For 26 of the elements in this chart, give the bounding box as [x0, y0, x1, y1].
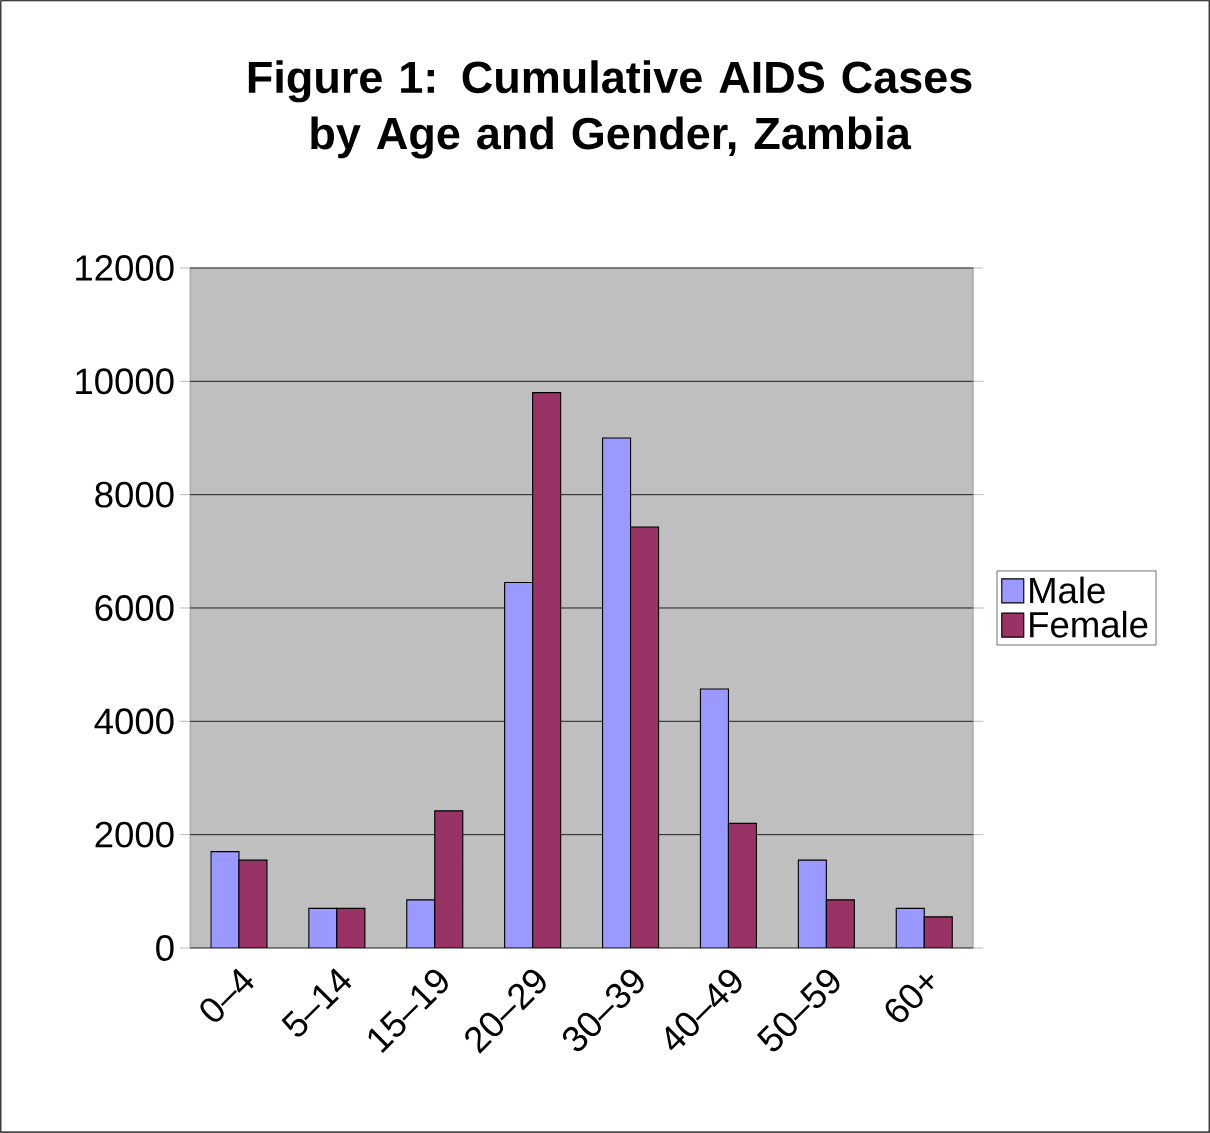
bar — [532, 392, 562, 948]
bar — [630, 526, 660, 948]
bar — [210, 851, 240, 948]
y-tick-label: 8000 — [95, 481, 174, 508]
legend-label: Male — [1030, 576, 1105, 604]
y-tick-label: 4000 — [94, 708, 174, 735]
y-tick-label: 10000 — [76, 368, 174, 395]
bar — [825, 899, 855, 948]
bar — [434, 810, 464, 948]
legend-label: Female — [1030, 610, 1148, 638]
chart-title: Figure 1: Cumulative AIDS Cases by Age and Gender, Zambia — [248, 60, 972, 159]
y-tick-label: 0 — [156, 935, 174, 961]
bar — [699, 688, 730, 948]
x-tick-label: 60+ — [885, 974, 934, 1023]
y-tick-label: 12000 — [76, 255, 174, 281]
bar — [504, 581, 534, 948]
bar — [895, 907, 925, 948]
y-tick-label: 2000 — [95, 821, 174, 848]
bar — [406, 899, 436, 948]
bar — [727, 822, 758, 948]
bar — [923, 916, 953, 948]
bar — [238, 859, 268, 948]
bar — [797, 859, 827, 948]
bar — [602, 437, 632, 948]
y-tick-label: 6000 — [95, 595, 174, 621]
x-tick-label: 0–4 — [200, 968, 254, 1022]
